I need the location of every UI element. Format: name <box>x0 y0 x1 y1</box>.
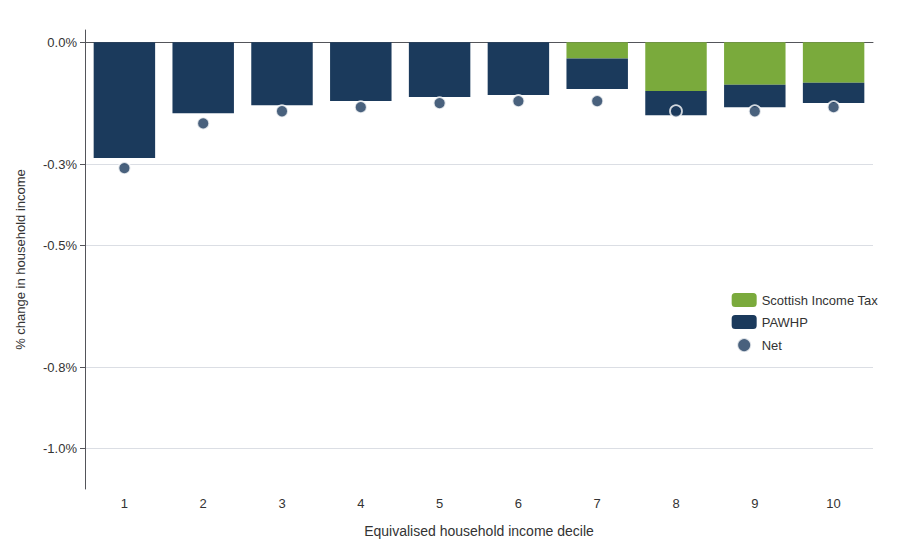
svg-text:0.0%: 0.0% <box>47 35 77 50</box>
svg-text:2: 2 <box>200 496 207 511</box>
svg-text:10: 10 <box>826 496 840 511</box>
svg-text:-0.8%: -0.8% <box>43 360 77 375</box>
svg-text:Scottish Income Tax: Scottish Income Tax <box>762 293 879 308</box>
svg-text:7: 7 <box>594 496 601 511</box>
svg-text:-0.5%: -0.5% <box>43 238 77 253</box>
svg-text:9: 9 <box>751 496 758 511</box>
svg-text:3: 3 <box>278 496 285 511</box>
svg-text:4: 4 <box>357 496 364 511</box>
svg-text:-1.0%: -1.0% <box>43 441 77 456</box>
svg-text:% change in household income: % change in household income <box>13 169 28 350</box>
svg-text:-0.3%: -0.3% <box>43 157 77 172</box>
svg-text:1: 1 <box>121 496 128 511</box>
svg-text:5: 5 <box>436 496 443 511</box>
svg-text:Equivalised household income d: Equivalised household income decile <box>364 523 594 539</box>
svg-text:8: 8 <box>672 496 679 511</box>
svg-text:6: 6 <box>515 496 522 511</box>
svg-text:Net: Net <box>762 338 783 353</box>
svg-text:PAWHP: PAWHP <box>762 315 808 330</box>
